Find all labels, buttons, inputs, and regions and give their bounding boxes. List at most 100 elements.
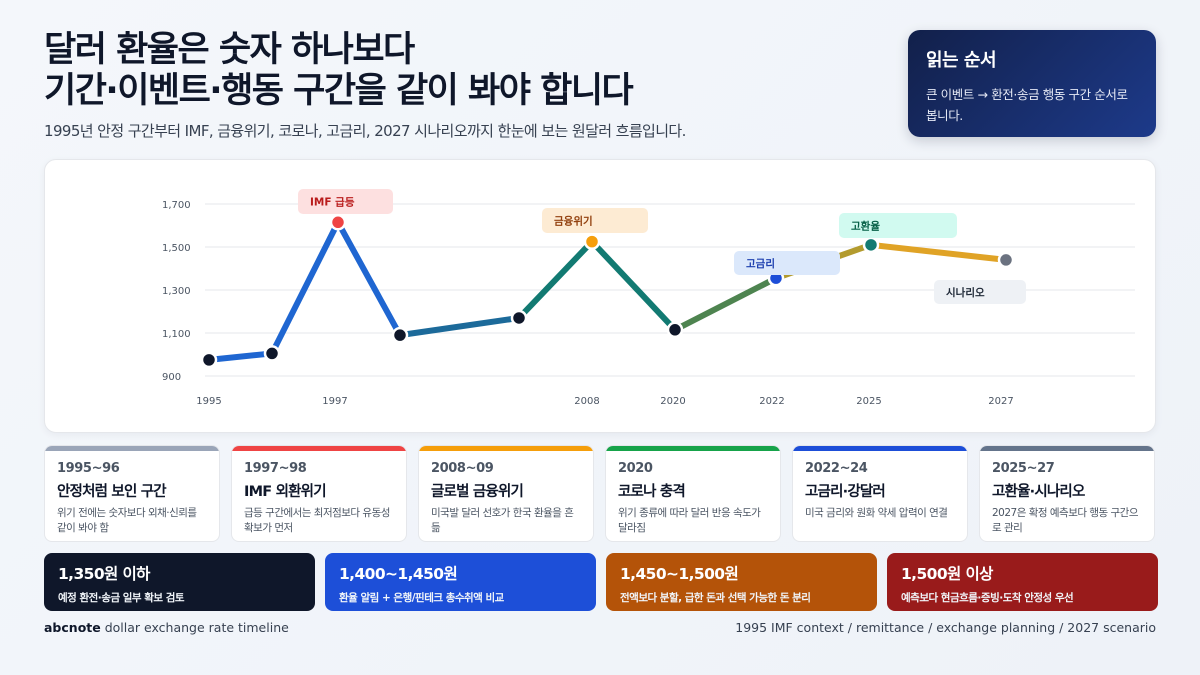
band-title: 1,400~1,450원 (339, 565, 458, 583)
data-point-2008 (583, 233, 601, 250)
annotation-bg (734, 251, 840, 275)
annotation-bg (298, 189, 393, 214)
footer-brand: abcnote (44, 620, 101, 635)
period-card-2020: 2020 코로나 충격 위기 종류에 따라 달러 반응 속도가 달라짐 (605, 445, 781, 542)
x-tick-label: 2027 (988, 396, 1013, 407)
annotation-label: IMF 급등 (310, 197, 355, 209)
reading-order-box: 읽는 순서 큰 이벤트 → 환전·송금 행동 구간 순서로 봅니다. (908, 30, 1156, 137)
period-color-bar (419, 446, 593, 451)
series-line-segment (516, 238, 595, 321)
y-tick-label: 1,100 (162, 329, 191, 340)
page-title-line-2: 기간·이벤트·행동 구간을 같이 봐야 합니다 (44, 71, 634, 111)
annotation-bg (934, 280, 1026, 304)
data-point-1996 (263, 345, 281, 362)
band-desc: 예정 환전·송금 일부 확보 검토 (58, 592, 185, 604)
period-desc: 미국발 달러 선호가 한국 환율을 흔듦 (431, 507, 574, 534)
period-range: 1997~98 (244, 461, 307, 476)
annotation-2022: 고금리 (734, 251, 840, 275)
page-title-line-1: 달러 환율은 숫자 하나보다 (44, 30, 415, 70)
footer-left-text: dollar exchange rate timeline (104, 620, 289, 635)
period-desc: 2027은 확정 예측보다 행동 구간으로 관리 (992, 507, 1139, 534)
band-desc: 환율 알림 + 은행/핀테크 총수취액 비교 (339, 592, 504, 604)
period-range: 2020 (618, 461, 653, 476)
period-desc: 위기 종류에 따라 달러 반응 속도가 달라짐 (618, 507, 761, 534)
period-title: 고환율·시나리오 (992, 484, 1085, 500)
band-title: 1,450~1,500원 (620, 565, 739, 583)
annotation-1997: IMF 급등 (298, 189, 393, 214)
period-cards: 1995~96 안정처럼 보인 구간 위기 전에는 숫자보다 외채·신뢰를 같이… (44, 445, 1156, 542)
period-color-bar (980, 446, 1154, 451)
y-tick-label: 900 (162, 372, 181, 383)
band-1400-1450: 1,400~1,450원 환율 알림 + 은행/핀테크 총수취액 비교 (325, 553, 596, 611)
period-title: 안정처럼 보인 구간 (57, 484, 167, 500)
band-desc: 전액보다 분할, 급한 돈과 선택 가능한 돈 분리 (620, 592, 811, 604)
series-line-segment (397, 314, 522, 339)
band-1450-1500: 1,450~1,500원 전액보다 분할, 급한 돈과 선택 가능한 돈 분리 (606, 553, 877, 611)
action-bands: 1,350원 이하 예정 환전·송금 일부 확보 검토 1,400~1,450원… (44, 553, 1158, 611)
x-tick-label: 2022 (759, 396, 784, 407)
period-desc: 급등 구간에서는 최저점보다 유동성 확보가 먼저 (244, 507, 390, 534)
x-tick-label: 1995 (196, 396, 221, 407)
page-subtitle: 1995년 안정 구간부터 IMF, 금융위기, 코로나, 고금리, 2027 … (44, 122, 686, 140)
period-range: 1995~96 (57, 461, 120, 476)
series-line-segment (672, 275, 779, 333)
period-title: 코로나 충격 (618, 484, 686, 500)
period-card-1995: 1995~96 안정처럼 보인 구간 위기 전에는 숫자보다 외채·신뢰를 같이… (44, 445, 220, 542)
band-above-1500: 1,500원 이상 예측보다 현금흐름·증빙·도착 안정성 우선 (887, 553, 1158, 611)
band-below-1350: 1,350원 이하 예정 환전·송금 일부 확보 검토 (44, 553, 315, 611)
band-desc: 예측보다 현금흐름·증빙·도착 안정성 우선 (901, 592, 1074, 604)
series-line-segment (589, 238, 678, 333)
x-tick-label: 1997 (322, 396, 347, 407)
period-color-bar (606, 446, 780, 451)
y-tick-label: 1,500 (162, 243, 191, 254)
period-color-bar (232, 446, 406, 451)
period-title: IMF 외환위기 (244, 484, 327, 500)
period-color-bar (793, 446, 967, 451)
footer-right: 1995 IMF context / remittance / exchange… (735, 620, 1156, 635)
series-line-segment (206, 350, 275, 363)
period-title: 고금리·강달러 (805, 484, 886, 500)
period-desc: 미국 금리와 원화 약세 압력이 연결 (805, 507, 948, 519)
series-line-segment (335, 219, 403, 339)
period-range: 2025~27 (992, 461, 1055, 476)
x-tick-label: 2020 (660, 396, 685, 407)
y-tick-label: 1,700 (162, 200, 191, 211)
period-desc: 위기 전에는 숫자보다 외채·신뢰를 같이 봐야 함 (57, 507, 197, 534)
data-point-1995 (200, 351, 218, 369)
data-point-1997 (329, 214, 347, 231)
period-card-2008: 2008~09 글로벌 금융위기 미국발 달러 선호가 한국 환율을 흔듦 (418, 445, 594, 542)
data-point-2006 (510, 309, 528, 327)
annotation-2027: 시나리오 (934, 280, 1026, 304)
period-color-bar (45, 446, 219, 451)
annotation-label: 시나리오 (946, 286, 985, 299)
annotation-label: 고환율 (851, 220, 880, 233)
annotation-label: 금융위기 (554, 215, 593, 228)
band-title: 1,500원 이상 (901, 565, 993, 583)
series-line-segment (868, 241, 1009, 263)
annotation-bg (839, 213, 957, 238)
period-range: 2022~24 (805, 461, 868, 476)
data-point-1999 (391, 326, 409, 344)
period-range: 2008~09 (431, 461, 494, 476)
annotation-2025: 고환율 (839, 213, 957, 238)
period-card-1997: 1997~98 IMF 외환위기 급등 구간에서는 최저점보다 유동성 확보가 … (231, 445, 407, 542)
annotation-label: 고금리 (746, 257, 775, 270)
reading-order-title: 읽는 순서 (926, 50, 997, 71)
x-tick-label: 2025 (856, 396, 881, 407)
series-line-segment (269, 219, 341, 357)
period-card-2025: 2025~27 고환율·시나리오 2027은 확정 예측보다 행동 구간으로 관… (979, 445, 1155, 542)
annotation-bg (542, 208, 648, 233)
annotation-2008: 금융위기 (542, 208, 648, 233)
data-point-2027 (997, 251, 1015, 269)
x-tick-label: 2008 (574, 396, 599, 407)
reading-order-text: 큰 이벤트 → 환전·송금 행동 구간 순서로 봅니다. (926, 87, 1128, 123)
band-title: 1,350원 이하 (58, 565, 150, 583)
data-point-2025 (862, 236, 880, 254)
y-tick-label: 1,300 (162, 286, 191, 297)
footer-left: abcnote dollar exchange rate timeline (44, 620, 289, 635)
data-point-2020 (666, 321, 684, 339)
period-title: 글로벌 금융위기 (431, 484, 524, 500)
period-card-2022: 2022~24 고금리·강달러 미국 금리와 원화 약세 압력이 연결 (792, 445, 968, 542)
